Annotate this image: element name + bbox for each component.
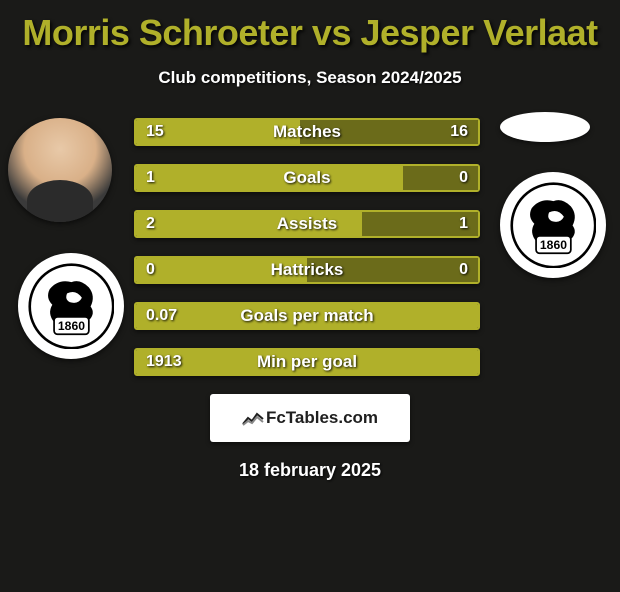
badge-year-text: 1860 (57, 318, 84, 332)
player2-club-badge: 1860 (500, 172, 606, 278)
stat-label: Min per goal (136, 350, 478, 374)
stat-label: Assists (136, 212, 478, 236)
subtitle: Club competitions, Season 2024/2025 (0, 68, 620, 88)
lion-badge-icon: 1860 (28, 263, 115, 350)
stat-row: 00Hattricks (134, 256, 480, 284)
stats-area: 1860 1860 1516Matches 10Goals 21Assists 00H… (0, 118, 620, 376)
chart-icon (242, 410, 264, 426)
stat-bars: 1516Matches 10Goals 21Assists 00Hattricks 0.… (134, 118, 480, 376)
attribution-badge[interactable]: FcTables.com (210, 394, 410, 442)
stat-row: 1516Matches (134, 118, 480, 146)
stat-label: Goals per match (136, 304, 478, 328)
player2-avatar (500, 112, 590, 142)
badge-year-text: 1860 (539, 237, 566, 251)
lion-badge-icon: 1860 (510, 182, 597, 269)
snapshot-date: 18 february 2025 (0, 460, 620, 481)
stat-row: 21Assists (134, 210, 480, 238)
stat-row: 10Goals (134, 164, 480, 192)
stat-label: Matches (136, 120, 478, 144)
page-title: Morris Schroeter vs Jesper Verlaat (0, 12, 620, 54)
stat-row: 1913Min per goal (134, 348, 480, 376)
stat-label: Hattricks (136, 258, 478, 282)
player1-club-badge: 1860 (18, 253, 124, 359)
stat-label: Goals (136, 166, 478, 190)
player1-avatar (8, 118, 112, 222)
attribution-text: FcTables.com (266, 408, 378, 428)
stat-row: 0.07Goals per match (134, 302, 480, 330)
